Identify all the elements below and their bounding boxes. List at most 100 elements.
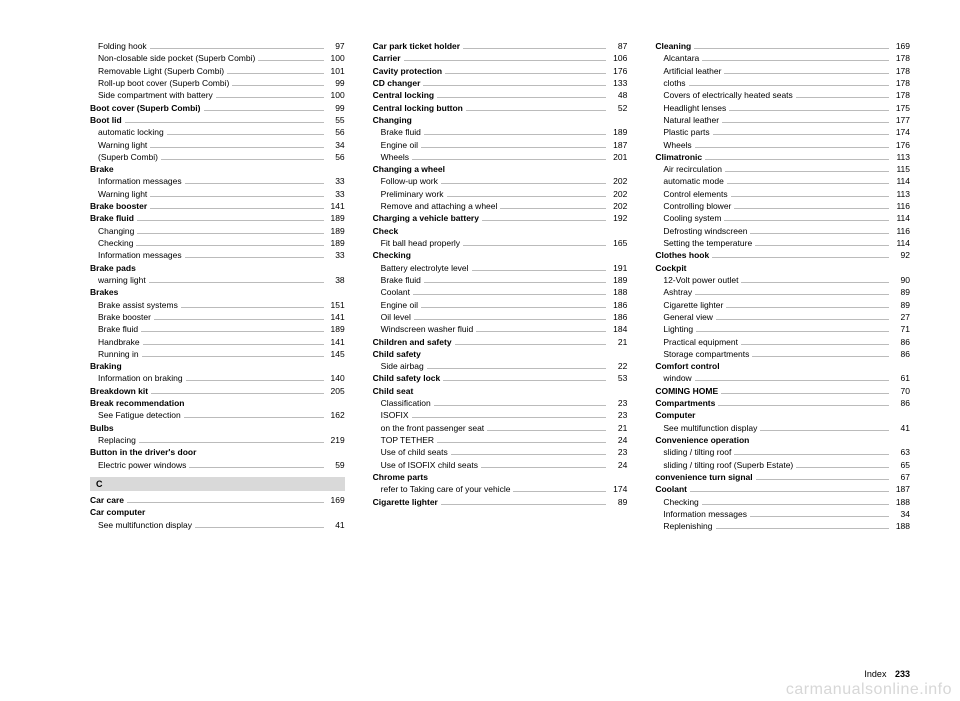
index-entry-page: 189 <box>327 237 345 249</box>
leader-line <box>750 233 889 234</box>
index-entry-label: Brake booster <box>98 311 151 323</box>
index-entry: Boot cover (Superb Combi)99 <box>90 102 345 114</box>
index-entry: Battery electrolyte level191 <box>373 262 628 274</box>
index-entry: Boot lid55 <box>90 114 345 126</box>
index-entry: Bulbs <box>90 422 345 434</box>
index-entry: Control elements113 <box>655 188 910 200</box>
index-entry-label: Running in <box>98 348 139 360</box>
index-entry-page: 187 <box>609 139 627 151</box>
index-entry-label: CD changer <box>373 77 421 89</box>
index-entry-page: 86 <box>892 348 910 360</box>
index-entry-page: 33 <box>327 188 345 200</box>
index-entry-label: Handbrake <box>98 336 140 348</box>
leader-line <box>455 344 607 345</box>
index-entry-page: 141 <box>327 336 345 348</box>
leader-line <box>421 147 606 148</box>
index-entry-page: 188 <box>892 520 910 532</box>
index-entry-label: Air recirculation <box>663 163 722 175</box>
index-entry-page: 114 <box>892 175 910 187</box>
index-entry: Oil level186 <box>373 311 628 323</box>
index-entry: Checking 188 <box>655 496 910 508</box>
index-entry-page: 188 <box>892 496 910 508</box>
index-entry: Children and safety21 <box>373 336 628 348</box>
index-entry-label: See Fatigue detection <box>98 409 181 421</box>
index-entry-label: Child seat <box>373 385 414 397</box>
index-entry: Wheels201 <box>373 151 628 163</box>
index-entry-label: Child safety <box>373 348 421 360</box>
index-entry-label: Warning light <box>98 139 147 151</box>
index-entry: Changing a wheel <box>373 163 628 175</box>
index-entry-page: 202 <box>609 200 627 212</box>
index-entry-label: Brake fluid <box>381 126 421 138</box>
index-entry-label: Defrosting windscreen <box>663 225 747 237</box>
index-entry-label: Battery electrolyte level <box>381 262 469 274</box>
index-entry-label: See multifunction display <box>663 422 757 434</box>
index-entry: Charging a vehicle battery192 <box>373 212 628 224</box>
index-entry: sliding / tilting roof63 <box>655 446 910 458</box>
index-entry: Checking189 <box>90 237 345 249</box>
index-entry-page: 99 <box>327 77 345 89</box>
index-entry: Checking <box>373 249 628 261</box>
leader-line <box>437 442 606 443</box>
leader-line <box>716 528 890 529</box>
leader-line <box>413 294 606 295</box>
index-entry: Folding hook97 <box>90 40 345 52</box>
index-entry-page: 106 <box>609 52 627 64</box>
leader-line <box>696 331 889 332</box>
index-entry-page: 56 <box>327 151 345 163</box>
leader-line <box>755 245 889 246</box>
index-entry-page: 151 <box>327 299 345 311</box>
leader-line <box>232 85 323 86</box>
index-entry: Brake fluid189 <box>90 212 345 224</box>
index-entry-label: Brake fluid <box>98 323 138 335</box>
index-entry-label: Ashtray <box>663 286 692 298</box>
index-entry-page: 141 <box>327 311 345 323</box>
index-entry: Non-closable side pocket (Superb Combi)1… <box>90 52 345 64</box>
index-entry-page: 89 <box>892 299 910 311</box>
leader-line <box>476 331 606 332</box>
index-entry: Replenishing188 <box>655 520 910 532</box>
index-entry: window61 <box>655 372 910 384</box>
index-entry-page: 23 <box>609 446 627 458</box>
index-entry-page: 97 <box>327 40 345 52</box>
index-entry-label: Replacing <box>98 434 136 446</box>
index-entry-page: 189 <box>327 323 345 335</box>
index-entry-label: Brake booster <box>90 200 147 212</box>
index-entry-page: 86 <box>892 336 910 348</box>
index-entry-page: 52 <box>609 102 627 114</box>
leader-line <box>694 48 889 49</box>
leader-line <box>412 159 606 160</box>
index-entry-label: Break recommendation <box>90 397 184 409</box>
index-entry-page: 177 <box>892 114 910 126</box>
index-entry-label: Checking <box>663 496 698 508</box>
leader-line <box>216 97 324 98</box>
index-entry: Central locking button52 <box>373 102 628 114</box>
index-entry: Brakes <box>90 286 345 298</box>
leader-line <box>137 233 323 234</box>
index-entry-page: 65 <box>892 459 910 471</box>
index-entry-page: 201 <box>609 151 627 163</box>
index-entry-label: warning light <box>98 274 146 286</box>
index-entry-page: 113 <box>892 188 910 200</box>
index-entry-page: 174 <box>892 126 910 138</box>
index-entry-label: sliding / tilting roof <box>663 446 731 458</box>
index-entry-page: 34 <box>327 139 345 151</box>
leader-line <box>441 504 606 505</box>
index-entry-label: Car computer <box>90 506 145 518</box>
index-entry: Storage compartments86 <box>655 348 910 360</box>
index-entry-page: 169 <box>327 494 345 506</box>
index-entry-label: Climatronic <box>655 151 702 163</box>
leader-line <box>445 73 606 74</box>
index-entry-label: Car park ticket holder <box>373 40 460 52</box>
index-entry: Side airbag22 <box>373 360 628 372</box>
leader-line <box>727 183 889 184</box>
index-entry-label: See multifunction display <box>98 519 192 531</box>
index-entry: Lighting71 <box>655 323 910 335</box>
leader-line <box>482 220 606 221</box>
leader-line <box>137 220 324 221</box>
index-entry-label: Changing <box>98 225 134 237</box>
leader-line <box>195 527 324 528</box>
index-entry: General view27 <box>655 311 910 323</box>
index-entry-label: Covers of electrically heated seats <box>663 89 792 101</box>
index-entry: Brake fluid189 <box>373 126 628 138</box>
